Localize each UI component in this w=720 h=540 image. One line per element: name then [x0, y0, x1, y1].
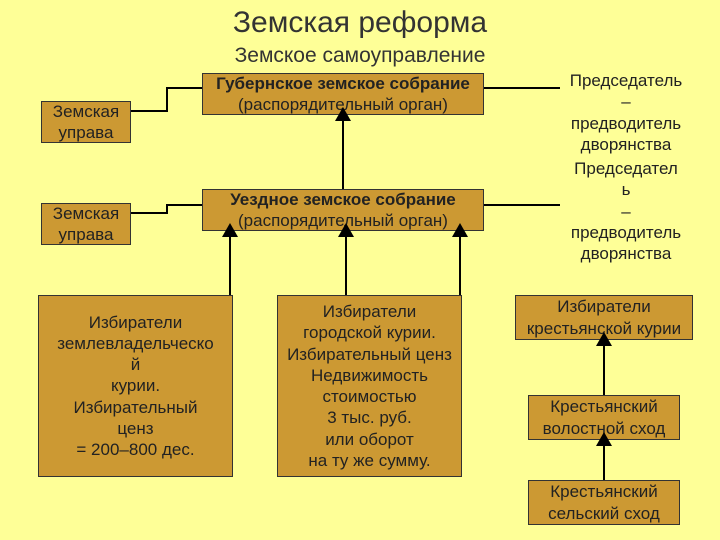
node-uprava2: Земскаяуправа [41, 203, 131, 245]
node-volost-text: Крестьянскийволостной сход [543, 396, 666, 439]
node-volost: Крестьянскийволостной сход [528, 395, 680, 440]
node-uezd: Уездное земское собрание (распорядительн… [202, 189, 484, 231]
node-uezd-title: Уездное земское собрание [230, 189, 456, 210]
node-uprava2-text: Земскаяуправа [53, 203, 119, 246]
node-kuria2: Избирателигородской курии.Избирательный … [277, 295, 462, 477]
node-preds1: Председатель–предводитель дворянства [561, 70, 691, 155]
node-gubern-title: Губернское земское собрание [216, 73, 470, 94]
node-uezd-sub: (распорядительный орган) [238, 210, 448, 231]
node-gubern-sub: (распорядительный орган) [238, 94, 448, 115]
node-kuria1: Избирателиземлевладельческойкурии.Избира… [38, 295, 233, 477]
node-selsk-text: Крестьянскийсельский сход [548, 481, 660, 524]
node-kuria3: Избирателикрестьянской курии [515, 295, 693, 340]
node-preds2-text: Председатель–предводитель дворянства [571, 159, 681, 263]
page-subtitle: Земское самоуправление [235, 44, 486, 68]
node-gubern: Губернское земское собрание (распорядите… [202, 73, 484, 115]
node-preds1-text: Председатель–предводитель дворянства [570, 71, 683, 154]
node-kuria1-text: Избирателиземлевладельческойкурии.Избира… [57, 312, 213, 461]
node-kuria3-text: Избирателикрестьянской курии [527, 296, 681, 339]
node-uprava1-text: Земскаяуправа [53, 101, 119, 144]
node-preds2: Председатель–предводитель дворянства [561, 158, 691, 264]
node-selsk: Крестьянскийсельский сход [528, 480, 680, 525]
page-title: Земская реформа [233, 6, 487, 40]
node-kuria2-text: Избирателигородской курии.Избирательный … [287, 301, 452, 471]
node-uprava1: Земскаяуправа [41, 101, 131, 143]
